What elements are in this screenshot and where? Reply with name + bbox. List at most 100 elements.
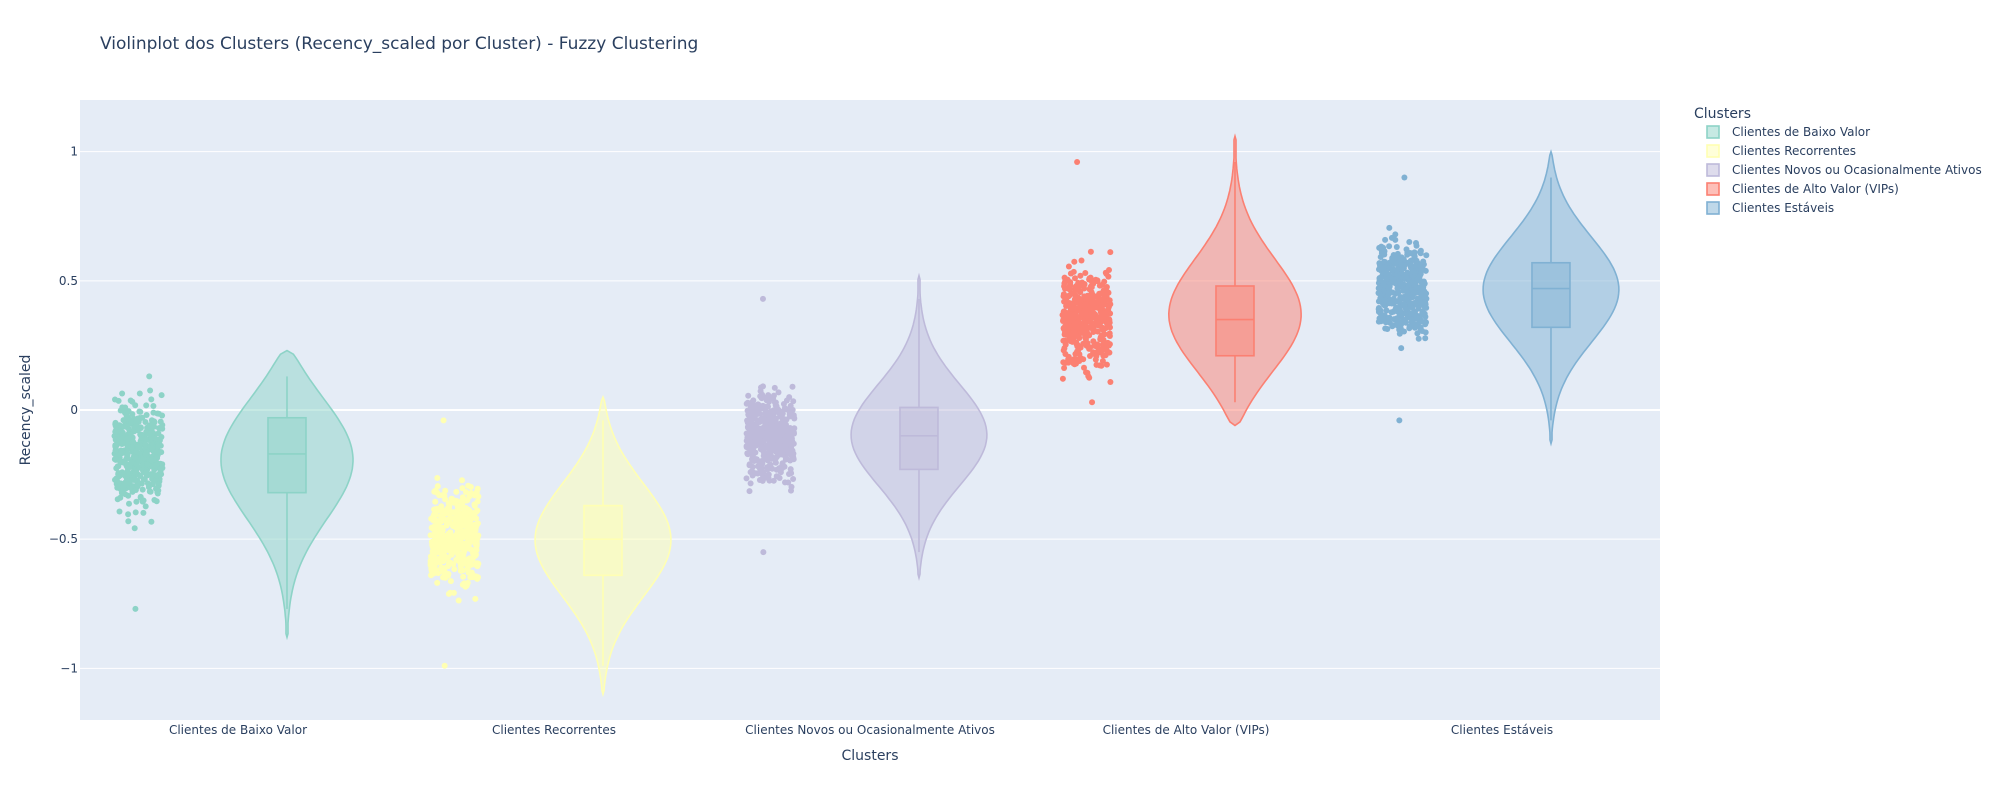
data-point xyxy=(1376,290,1383,297)
box-iqr xyxy=(899,406,939,471)
data-point xyxy=(447,539,454,546)
data-point xyxy=(1079,323,1086,330)
data-point xyxy=(749,456,755,463)
data-point xyxy=(776,465,783,472)
data-point xyxy=(473,547,480,554)
data-point xyxy=(131,525,138,532)
data-point xyxy=(1406,239,1413,245)
data-point xyxy=(1107,249,1114,256)
data-point xyxy=(433,530,440,537)
data-point xyxy=(765,426,772,433)
data-point xyxy=(1087,248,1094,255)
data-point xyxy=(1421,280,1428,287)
data-point xyxy=(748,420,755,427)
data-point xyxy=(112,436,119,443)
data-point xyxy=(759,460,766,467)
legend-item[interactable]: Clientes de Alto Valor (VIPs) xyxy=(1706,182,1899,196)
data-point xyxy=(1396,258,1403,265)
data-point xyxy=(472,595,479,602)
data-point xyxy=(465,482,472,489)
data-point xyxy=(150,409,157,416)
data-point xyxy=(157,418,164,425)
data-point xyxy=(434,489,441,496)
data-point xyxy=(1092,342,1099,349)
data-point xyxy=(756,418,763,425)
data-point xyxy=(746,488,753,495)
points-group xyxy=(1059,159,1114,406)
data-point xyxy=(127,397,134,404)
data-point xyxy=(1099,358,1106,364)
x-tick-label: Clientes de Baixo Valor xyxy=(169,723,307,737)
data-point xyxy=(790,398,797,405)
data-point xyxy=(772,430,779,437)
data-point xyxy=(1070,268,1077,275)
data-point xyxy=(1391,279,1398,286)
data-point xyxy=(1060,318,1066,324)
data-point xyxy=(1411,252,1418,259)
data-point xyxy=(749,439,756,446)
x-axis-title: Clusters xyxy=(842,748,899,764)
data-point xyxy=(146,488,153,495)
data-point xyxy=(118,489,125,496)
data-point xyxy=(142,419,149,425)
data-point xyxy=(771,384,778,391)
series-group xyxy=(427,394,672,698)
data-point xyxy=(155,443,161,450)
data-point xyxy=(1418,318,1425,325)
legend-item[interactable]: Clientes Estáveis xyxy=(1706,201,1834,215)
data-point xyxy=(765,392,772,399)
data-point xyxy=(1095,314,1102,321)
data-point xyxy=(464,565,471,572)
x-tick-label: Clientes de Alto Valor (VIPs) xyxy=(1103,723,1270,737)
legend-item[interactable]: Clientes Recorrentes xyxy=(1706,144,1856,158)
data-point xyxy=(1074,348,1080,355)
data-point xyxy=(755,437,762,444)
data-point xyxy=(777,436,783,443)
data-point xyxy=(447,559,454,566)
box-iqr xyxy=(1215,285,1255,357)
data-point xyxy=(1404,289,1411,296)
data-point xyxy=(1401,262,1408,269)
data-point xyxy=(1406,323,1413,330)
data-point xyxy=(1068,300,1075,307)
data-point xyxy=(1081,285,1088,292)
data-point xyxy=(451,545,458,552)
data-point xyxy=(442,573,449,580)
data-point xyxy=(769,465,776,472)
data-point xyxy=(1405,282,1412,288)
data-point xyxy=(1375,305,1382,312)
data-point xyxy=(132,454,139,461)
data-point xyxy=(747,480,754,487)
data-point xyxy=(1066,286,1073,293)
data-point xyxy=(132,487,139,493)
data-point xyxy=(151,497,158,503)
data-point xyxy=(1072,305,1079,312)
data-point xyxy=(764,466,771,473)
data-point xyxy=(1067,311,1074,318)
data-point xyxy=(1081,281,1088,287)
data-point xyxy=(463,505,470,512)
data-point xyxy=(745,392,752,399)
data-point xyxy=(1102,269,1109,276)
data-point xyxy=(1393,244,1400,250)
data-point xyxy=(124,435,131,442)
data-point xyxy=(1060,326,1067,332)
data-point xyxy=(158,424,165,431)
legend-swatch xyxy=(1706,182,1720,196)
series-group xyxy=(111,349,354,641)
data-point xyxy=(442,569,449,576)
legend-swatch xyxy=(1706,125,1720,139)
data-point xyxy=(1082,333,1089,340)
legend-items: Clientes de Baixo Valor Clientes Recorren… xyxy=(1706,125,1982,215)
data-point xyxy=(1090,338,1097,345)
data-point xyxy=(773,473,780,480)
data-point xyxy=(1096,362,1103,369)
data-point xyxy=(1381,258,1388,265)
legend-item[interactable]: Clientes de Baixo Valor xyxy=(1706,125,1870,139)
data-point xyxy=(756,477,763,483)
violin-body xyxy=(850,272,988,582)
legend-title: Clusters xyxy=(1694,106,1751,122)
data-point xyxy=(1059,312,1066,318)
legend-item[interactable]: Clientes Novos ou Ocasionalmente Ativos xyxy=(1706,163,1982,177)
data-point xyxy=(148,518,155,525)
